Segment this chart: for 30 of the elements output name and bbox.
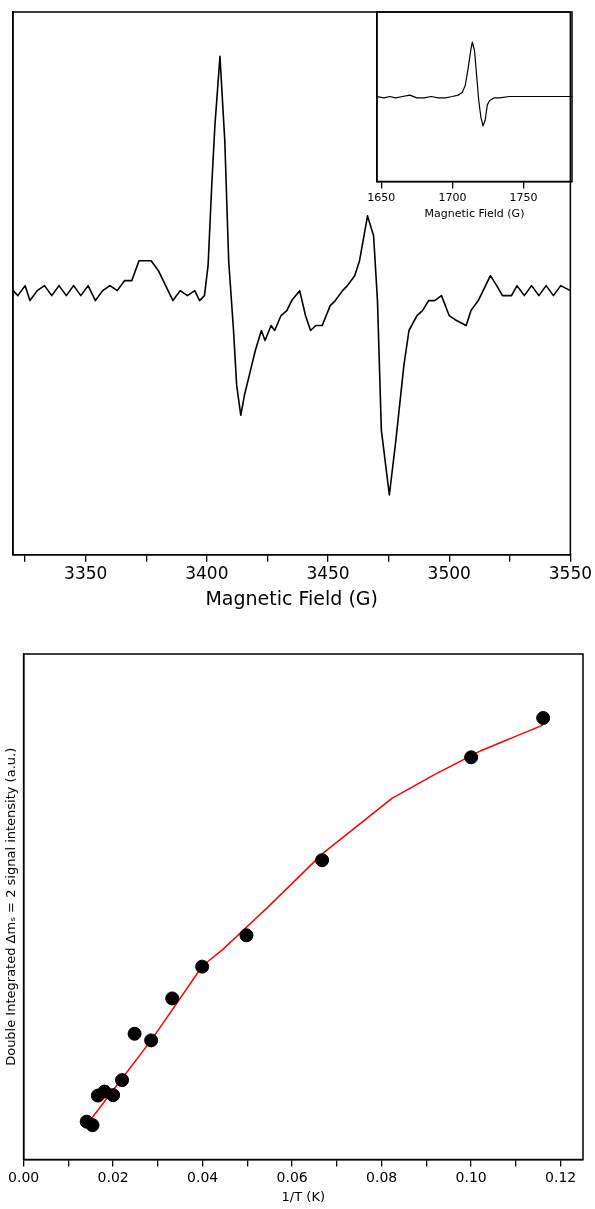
x-axis-title: Magnetic Field (G)	[205, 586, 378, 609]
point	[106, 1088, 121, 1103]
x-tick-label: 0.02	[97, 1168, 129, 1185]
x-tick-label: 1700	[438, 191, 467, 205]
point	[315, 853, 330, 868]
x-tick-label: 1750	[509, 191, 538, 205]
point	[464, 750, 479, 765]
point	[144, 1033, 159, 1048]
y-axis-title: Double Integrated Δmₛ = 2 signal intensity (a.u.)	[3, 747, 19, 1066]
point	[85, 1118, 100, 1133]
x-axis-title: Magnetic Field (G)	[424, 207, 525, 221]
x-tick-label: 0.04	[187, 1168, 219, 1185]
point	[195, 959, 210, 974]
point	[115, 1073, 130, 1088]
x-tick-label: 0.06	[276, 1168, 308, 1185]
x-tick-label: 0.12	[545, 1168, 577, 1185]
x-tick-label: 1650	[367, 191, 396, 205]
point	[536, 711, 551, 726]
x-tick-label: 3350	[64, 563, 108, 584]
point	[127, 1026, 142, 1041]
x-tick-label: 3500	[427, 563, 471, 584]
point	[239, 928, 254, 943]
x-tick-label: 3450	[306, 563, 350, 584]
x-tick-label: 0.08	[366, 1168, 398, 1185]
x-tick-label: 3550	[548, 563, 592, 584]
x-tick-label: 0.00	[8, 1168, 40, 1185]
point	[165, 991, 180, 1006]
x-axis-title: 1/T (K)	[281, 1188, 325, 1204]
x-tick-label: 3400	[185, 563, 229, 584]
x-tick-label: 0.10	[455, 1168, 487, 1185]
